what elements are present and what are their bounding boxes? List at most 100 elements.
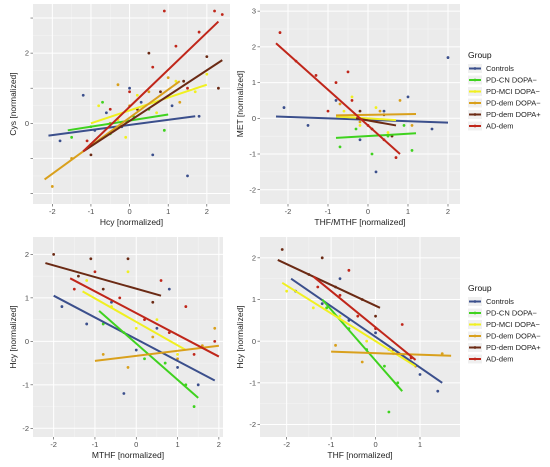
- legend-title: Group: [468, 50, 492, 60]
- point-pd-cn-dopa: [370, 152, 374, 156]
- legend-label-ad-dem: AD-dem: [486, 122, 514, 131]
- y-tick-label: 0: [25, 119, 29, 128]
- point-pd-cn-dopa: [192, 405, 196, 408]
- point-ad-dem: [186, 86, 189, 90]
- panel-bottom-left: -2 -1 0 1 2 -2 -1 0 1 2 MTHF [normalized] Hcy [norm…: [8, 237, 223, 460]
- point-pd-cn-dopa: [163, 361, 167, 365]
- point-pd-mci-dopa: [386, 131, 390, 134]
- legend-label-pd-dem-dopa: PD-dem DOPA−: [486, 332, 541, 341]
- legend-dot-pd-dem-dopa: [473, 334, 477, 338]
- point-controls: [382, 109, 386, 113]
- fit-line-pd-mci-dopa: [335, 115, 397, 122]
- legend-label-pd-dem-dopa: PD-dem DOPA+: [486, 110, 541, 119]
- x-tick-label: 1: [406, 207, 410, 216]
- point-ad-dem: [159, 279, 163, 282]
- point-controls: [151, 153, 155, 157]
- y-tick-label: 3: [252, 7, 256, 16]
- point-pd-dem-dopa: [320, 256, 324, 260]
- point-controls: [186, 174, 189, 178]
- legend-dot-pd-dem-dopa: [473, 101, 477, 105]
- legend-dot-controls: [473, 67, 477, 70]
- fit-line-pd-cn-dopa: [335, 132, 417, 139]
- point-controls: [167, 287, 171, 291]
- fit-line-controls: [53, 294, 216, 382]
- point-controls: [122, 392, 126, 395]
- x-axis-title: THF [normalized]: [327, 450, 392, 460]
- fit-line-ad-dem: [69, 277, 220, 358]
- point-pd-mci-dopa: [134, 326, 138, 330]
- fit-line-pd-dem-dopa: [45, 262, 162, 297]
- legend-label-pd-mci-dopa: PD-MCI DOPA−: [486, 320, 540, 329]
- point-pd-dem-dopa: [334, 343, 337, 347]
- y-tick-label: -1: [249, 378, 256, 387]
- point-ad-dem: [151, 65, 155, 69]
- fit-line-pd-cn-dopa: [67, 113, 169, 132]
- y-tick-label: -2: [249, 185, 256, 194]
- x-tick-label: -1: [92, 440, 99, 449]
- x-tick-label: -2: [283, 440, 290, 449]
- point-pd-dem-dopa: [338, 102, 342, 106]
- point-ad-dem: [314, 74, 318, 77]
- point-pd-dem-dopa: [101, 287, 105, 291]
- point-controls: [306, 124, 310, 127]
- marks-layer: [275, 31, 450, 174]
- point-ad-dem: [400, 323, 404, 326]
- point-pd-mci-dopa: [155, 111, 159, 115]
- point-controls: [446, 56, 450, 59]
- point-pd-dem-dopa: [166, 76, 170, 80]
- point-controls: [58, 139, 62, 143]
- legend-label-pd-dem-dopa: PD-dem DOPA−: [486, 99, 541, 108]
- point-controls: [374, 170, 378, 174]
- point-pd-mci-dopa: [205, 72, 209, 76]
- fit-line-pd-cn-dopa: [321, 298, 403, 392]
- fit-line-ad-dem: [275, 42, 401, 155]
- point-pd-mci-dopa: [311, 306, 315, 310]
- point-ad-dem: [85, 139, 89, 143]
- x-tick-label: -2: [49, 207, 56, 216]
- fit-line-pd-dem-dopa: [331, 350, 452, 357]
- point-pd-mci-dopa: [342, 109, 346, 113]
- point-pd-mci-dopa: [85, 279, 89, 282]
- point-ad-dem: [93, 270, 97, 274]
- point-ad-dem: [162, 9, 166, 13]
- point-pd-cn-dopa: [162, 128, 166, 132]
- point-pd-mci-dopa: [97, 104, 101, 108]
- point-controls: [81, 93, 85, 97]
- point-pd-mci-dopa: [358, 124, 362, 127]
- point-pd-dem-dopa: [360, 360, 364, 364]
- legend-label-ad-dem: AD-dem: [486, 355, 514, 364]
- point-controls: [374, 331, 377, 335]
- y-tick-label: -2: [249, 420, 256, 429]
- point-pd-mci-dopa: [176, 352, 179, 356]
- point-pd-dem-dopa: [89, 153, 93, 157]
- point-ad-dem: [356, 314, 360, 318]
- point-pd-dem-dopa: [151, 300, 155, 304]
- point-pd-mci-dopa: [135, 93, 139, 97]
- x-tick-label: 1: [175, 440, 179, 449]
- point-pd-cn-dopa: [396, 381, 400, 385]
- point-controls: [320, 302, 324, 306]
- y-tick-label: 0: [25, 337, 29, 346]
- point-controls: [196, 383, 200, 387]
- point-controls: [170, 104, 174, 108]
- legend-dot-ad-dem: [473, 357, 477, 361]
- point-ad-dem: [326, 109, 330, 113]
- y-tick-label: 1: [25, 293, 29, 302]
- x-axis-title: THF/MTHF [normalized]: [314, 217, 405, 227]
- x-tick-label: 0: [134, 440, 138, 449]
- fit-line-pd-dem-dopa: [94, 344, 219, 362]
- x-tick-label: 2: [446, 207, 450, 216]
- point-pd-cn-dopa: [70, 135, 74, 139]
- fit-line-pd-mci-dopa: [281, 281, 417, 368]
- point-ad-dem: [338, 293, 342, 297]
- point-pd-dem-dopa: [159, 90, 162, 94]
- fit-line-ad-dem: [82, 20, 220, 153]
- point-pd-cn-dopa: [101, 100, 104, 104]
- y-tick-label: 2: [252, 253, 256, 262]
- point-controls: [155, 326, 159, 330]
- point-controls: [104, 111, 108, 115]
- fit-line-pd-dem-dopa: [335, 113, 417, 117]
- point-ad-dem: [197, 30, 201, 34]
- point-pd-mci-dopa: [374, 106, 378, 109]
- y-axis-title: Hcy [normalized]: [235, 305, 245, 368]
